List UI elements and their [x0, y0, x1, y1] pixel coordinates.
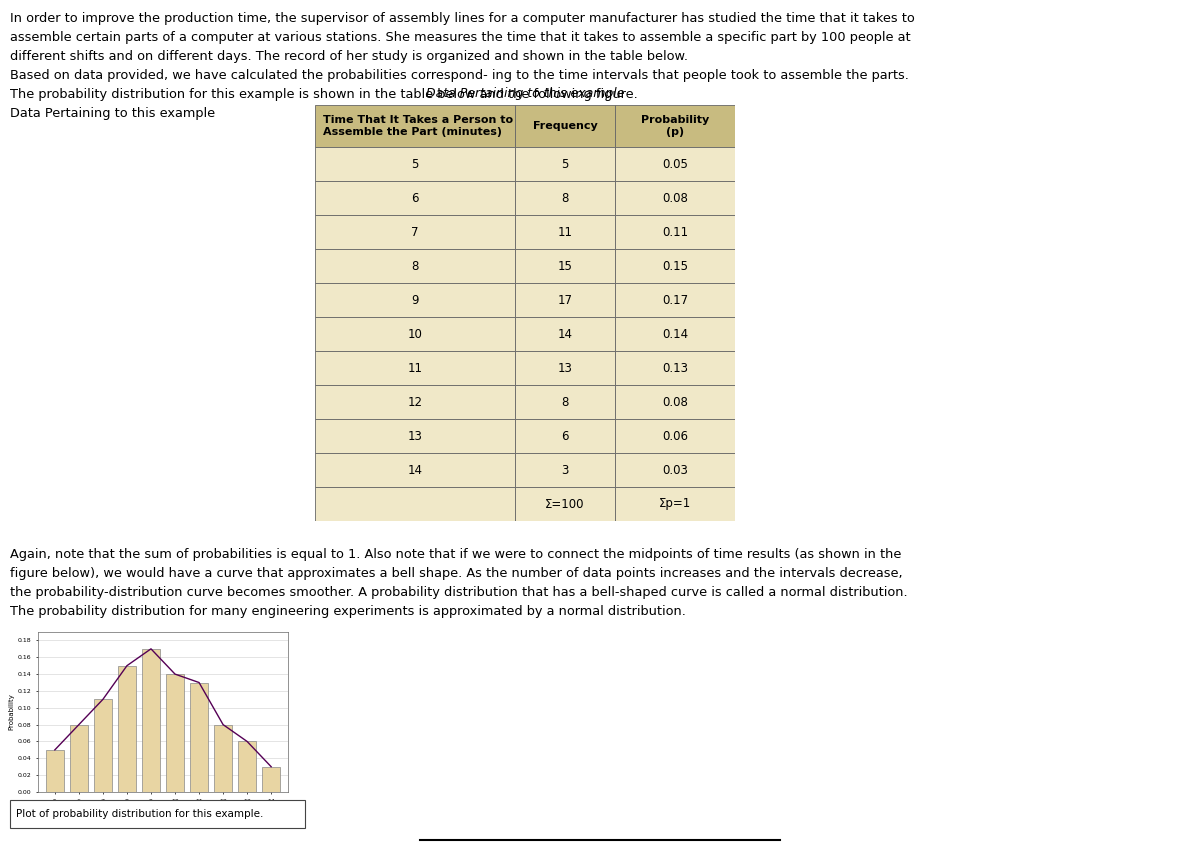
Text: 6: 6 — [562, 430, 569, 443]
Text: figure below), we would have a curve that approximates a bell shape. As the numb: figure below), we would have a curve tha… — [10, 567, 902, 580]
Text: Plot of probability distribution for this example.: Plot of probability distribution for thi… — [16, 809, 263, 819]
Bar — [515, 385, 616, 419]
Bar — [616, 283, 734, 317]
Text: Σ=100: Σ=100 — [545, 498, 584, 511]
Bar — [314, 147, 515, 181]
Bar — [166, 674, 184, 792]
Bar — [142, 648, 160, 792]
Text: Based on data provided, we have calculated the probabilities correspond- ing to : Based on data provided, we have calculat… — [10, 69, 908, 82]
Text: The probability distribution for many engineering experiments is approximated by: The probability distribution for many en… — [10, 605, 686, 618]
Bar — [616, 453, 734, 487]
Bar — [314, 105, 515, 147]
Bar — [314, 453, 515, 487]
Text: 13: 13 — [558, 362, 572, 374]
Bar — [616, 215, 734, 249]
Text: 0.08: 0.08 — [662, 396, 688, 408]
Bar — [314, 249, 515, 283]
Text: 14: 14 — [558, 328, 572, 340]
Text: Data Pertaining to this example: Data Pertaining to this example — [426, 87, 624, 100]
Bar — [314, 385, 515, 419]
Text: Time That It Takes a Person to
Assemble the Part (minutes): Time That It Takes a Person to Assemble … — [323, 115, 514, 137]
Bar — [616, 181, 734, 215]
Text: 6: 6 — [412, 191, 419, 204]
Bar — [214, 725, 232, 792]
Bar — [118, 665, 136, 792]
Text: 12: 12 — [408, 396, 422, 408]
Bar — [314, 283, 515, 317]
Text: 0.15: 0.15 — [662, 260, 688, 272]
Bar — [94, 700, 112, 792]
Bar — [515, 487, 616, 521]
Text: Data Pertaining to this example: Data Pertaining to this example — [10, 107, 215, 120]
Text: Frequency: Frequency — [533, 121, 598, 131]
Bar — [616, 351, 734, 385]
Y-axis label: Probability: Probability — [8, 694, 14, 730]
Bar — [515, 249, 616, 283]
Bar — [515, 181, 616, 215]
Bar — [515, 453, 616, 487]
Text: 17: 17 — [558, 294, 572, 306]
Text: Again, note that the sum of probabilities is equal to 1. Also note that if we we: Again, note that the sum of probabilitie… — [10, 548, 901, 561]
Bar — [616, 487, 734, 521]
Bar — [616, 105, 734, 147]
Text: The probability distribution for this example is shown in the table below and th: The probability distribution for this ex… — [10, 88, 637, 101]
Text: 0.14: 0.14 — [662, 328, 688, 340]
Text: 0.17: 0.17 — [662, 294, 688, 306]
Bar — [616, 317, 734, 351]
Text: 0.03: 0.03 — [662, 464, 688, 477]
Text: 8: 8 — [412, 260, 419, 272]
Text: 11: 11 — [558, 226, 572, 238]
Text: In order to improve the production time, the supervisor of assembly lines for a : In order to improve the production time,… — [10, 12, 914, 25]
Bar — [515, 317, 616, 351]
Bar — [314, 317, 515, 351]
Text: Probability
(p): Probability (p) — [641, 115, 709, 137]
Bar — [314, 181, 515, 215]
Bar — [314, 419, 515, 453]
Bar — [515, 283, 616, 317]
Bar — [616, 249, 734, 283]
Text: 0.06: 0.06 — [662, 430, 688, 443]
Text: 3: 3 — [562, 464, 569, 477]
Bar — [238, 741, 256, 792]
Text: 0.08: 0.08 — [662, 191, 688, 204]
Bar — [190, 683, 208, 792]
Text: 0.13: 0.13 — [662, 362, 688, 374]
Bar — [515, 351, 616, 385]
Bar — [70, 725, 88, 792]
Bar — [46, 750, 64, 792]
Bar — [262, 767, 280, 792]
Text: 14: 14 — [408, 464, 422, 477]
Text: 7: 7 — [412, 226, 419, 238]
Text: Σp=1: Σp=1 — [659, 498, 691, 511]
Bar — [314, 215, 515, 249]
Text: 5: 5 — [412, 157, 419, 170]
Text: 0.05: 0.05 — [662, 157, 688, 170]
Bar — [515, 215, 616, 249]
Bar — [515, 105, 616, 147]
Text: different shifts and on different days. The record of her study is organized and: different shifts and on different days. … — [10, 50, 688, 63]
Text: assemble certain parts of a computer at various stations. She measures the time : assemble certain parts of a computer at … — [10, 31, 911, 44]
Text: 15: 15 — [558, 260, 572, 272]
Text: 10: 10 — [408, 328, 422, 340]
Bar — [515, 419, 616, 453]
Bar — [515, 147, 616, 181]
Text: 13: 13 — [408, 430, 422, 443]
Text: 8: 8 — [562, 191, 569, 204]
X-axis label: Time (minutes): Time (minutes) — [134, 807, 192, 816]
Text: the probability-distribution curve becomes smoother. A probability distribution : the probability-distribution curve becom… — [10, 586, 907, 599]
Bar — [616, 419, 734, 453]
Text: 9: 9 — [412, 294, 419, 306]
Text: 5: 5 — [562, 157, 569, 170]
Bar — [314, 351, 515, 385]
Text: 11: 11 — [408, 362, 422, 374]
Text: 8: 8 — [562, 396, 569, 408]
Bar — [616, 385, 734, 419]
Text: 0.11: 0.11 — [662, 226, 688, 238]
Bar — [616, 147, 734, 181]
Bar — [314, 487, 515, 521]
